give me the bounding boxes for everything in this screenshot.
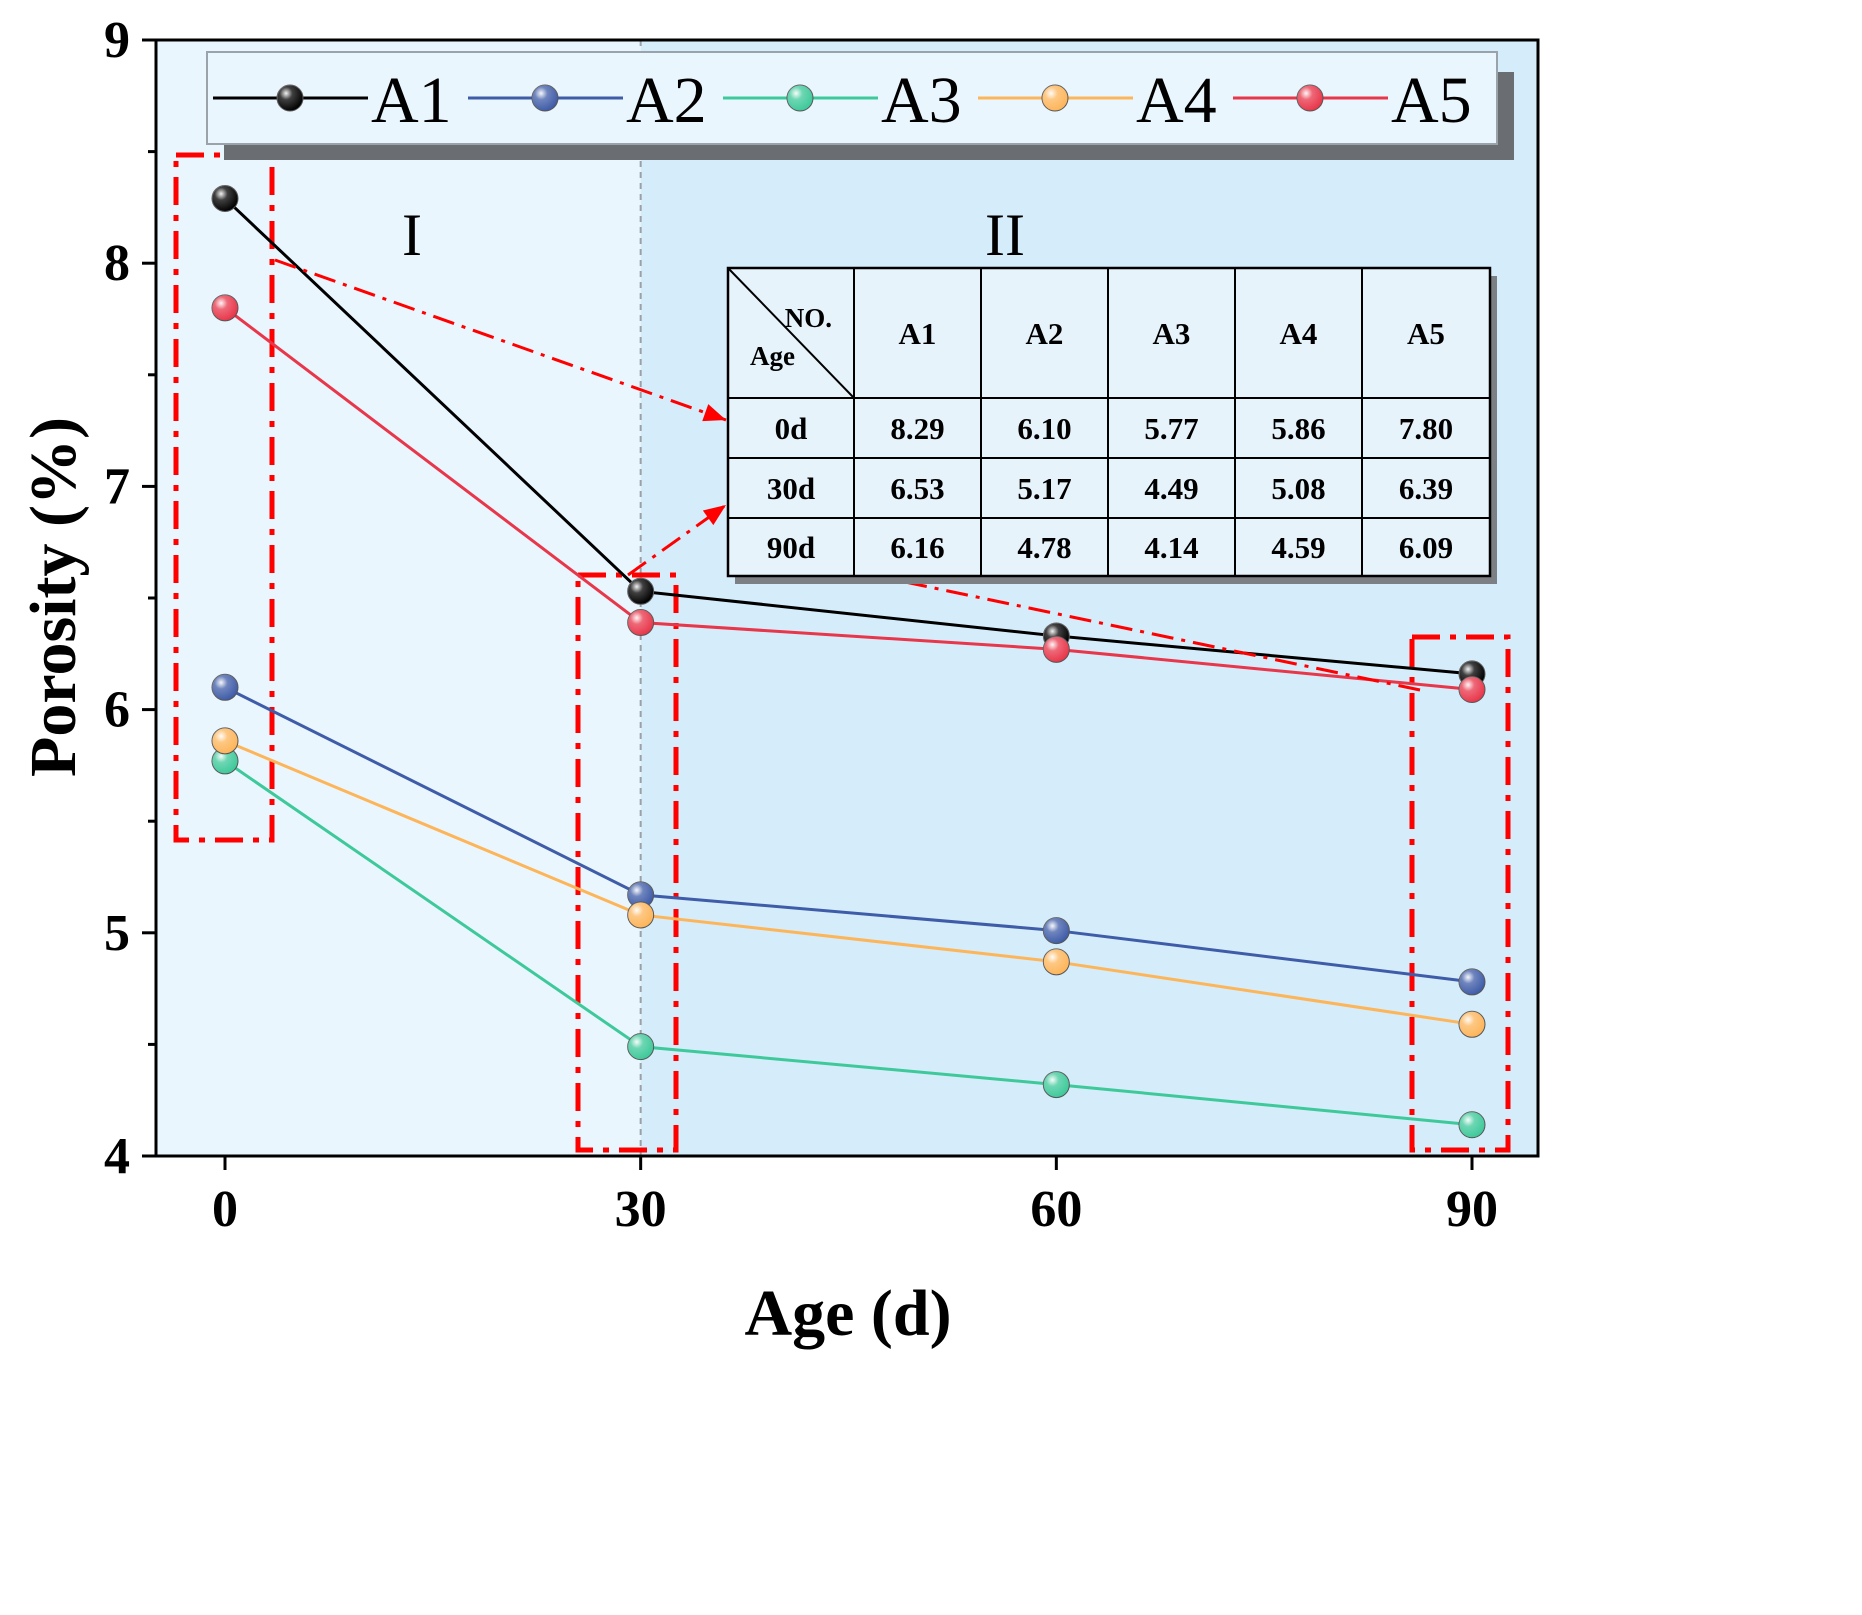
legend-item-a4: A4: [978, 64, 1217, 137]
data-point-a4-30: [627, 901, 655, 929]
x-axis-title: Age (d): [744, 1277, 951, 1350]
data-point-a1-30: [627, 577, 655, 605]
table-cell-0d-a1: 8.29: [890, 411, 944, 446]
table-cell-30d-a5: 6.39: [1399, 471, 1453, 506]
data-point-a5-0: [211, 294, 239, 322]
table-cell-30d-a1: 6.53: [890, 471, 944, 506]
table-cell-0d-a3: 5.77: [1144, 411, 1198, 446]
data-point-a3-0: [211, 747, 239, 775]
table-header-a2: A2: [1026, 316, 1064, 351]
data-point-a4-90: [1458, 1010, 1486, 1038]
table-row-label-90d: 90d: [767, 530, 815, 565]
highlight-boxes: [173, 152, 1511, 1153]
table-cell-30d-a4: 5.08: [1271, 471, 1325, 506]
series-line-a3: [224, 759, 1473, 1127]
legend-label-a3: A3: [881, 64, 962, 137]
data-point-a3-90: [1458, 1111, 1486, 1139]
series-layer: [211, 184, 1486, 1139]
y-tick-label-8: 8: [104, 235, 130, 292]
y-tick-label-4: 4: [104, 1128, 130, 1185]
inset-table: NO. Age A1 A2 A3 A4 A5 0d 8.29 6.10 5.77 5.86 7.80…: [726, 266, 1497, 584]
table-row-label-0d: 0d: [775, 411, 808, 446]
legend-item-a2: A2: [468, 64, 707, 137]
table-header-a1: A1: [899, 316, 937, 351]
table-cell-0d-a4: 5.86: [1271, 411, 1325, 446]
data-point-a3-30: [627, 1033, 655, 1061]
legend-label-a1: A1: [371, 64, 452, 137]
data-point-a4-60: [1042, 948, 1070, 976]
data-point-a5-90: [1458, 676, 1486, 704]
legend-item-a5: A5: [1233, 64, 1472, 137]
legend: A1 A2 A3 A4 A5: [206, 51, 1514, 160]
x-tick-label-90: 90: [1446, 1181, 1498, 1238]
x-tick-label-30: 30: [615, 1181, 667, 1238]
table-cell-0d-a5: 7.80: [1399, 411, 1453, 446]
table-header-a4: A4: [1280, 316, 1318, 351]
table-header-a5: A5: [1407, 316, 1445, 351]
data-point-a2-90: [1458, 968, 1486, 996]
arrow-30d-to-table: [627, 503, 727, 577]
highlight-box-3: [1409, 634, 1511, 1153]
table-corner-top: NO.: [785, 303, 832, 333]
table-corner-bottom: Age: [750, 341, 795, 371]
data-point-a3-60: [1042, 1071, 1070, 1099]
series-line-a4: [224, 739, 1473, 1026]
legend-item-a1: A1: [213, 64, 452, 137]
table-cell-90d-a1: 6.16: [890, 530, 944, 565]
highlight-box-2: [575, 572, 679, 1153]
series-line-a1: [223, 197, 1473, 676]
table-cell-30d-a2: 5.17: [1017, 471, 1071, 506]
highlight-box-1: [173, 152, 275, 843]
x-tick-label-0: 0: [212, 1181, 238, 1238]
x-tick-label-60: 60: [1030, 1181, 1082, 1238]
axes: 0 30 60 90 4 5 6 7 8 9: [104, 12, 1540, 1238]
y-tick-label-7: 7: [104, 458, 130, 515]
legend-label-a2: A2: [626, 64, 707, 137]
data-point-a5-30: [627, 609, 655, 637]
table-cell-0d-a2: 6.10: [1017, 411, 1071, 446]
table-header-a3: A3: [1153, 316, 1191, 351]
series-line-a5: [224, 306, 1473, 692]
table-row-label-30d: 30d: [767, 471, 815, 506]
legend-label-a5: A5: [1391, 64, 1472, 137]
y-tick-label-5: 5: [104, 905, 130, 962]
data-point-a4-0: [211, 727, 239, 755]
table-corner-diagonal: [727, 267, 855, 399]
legend-item-a3: A3: [723, 64, 962, 137]
data-point-a2-60: [1042, 917, 1070, 945]
legend-label-a4: A4: [1136, 64, 1217, 137]
region-i-label: I: [402, 202, 422, 268]
table-cell-90d-a2: 4.78: [1017, 530, 1071, 565]
y-axis-title: Porosity (%): [17, 417, 90, 777]
table-cell-90d-a3: 4.14: [1144, 530, 1198, 565]
series-line-a2: [224, 685, 1473, 984]
arrow-0d-to-table: [274, 258, 727, 422]
region-ii-label: II: [985, 202, 1025, 268]
table-cell-30d-a3: 4.49: [1144, 471, 1198, 506]
y-tick-label-6: 6: [104, 682, 130, 739]
data-point-a1-0: [211, 184, 239, 212]
table-cell-90d-a5: 6.09: [1399, 530, 1453, 565]
region-ii-background: [640, 40, 1538, 1156]
table-cell-90d-a4: 4.59: [1271, 530, 1325, 565]
region-i-background: [156, 40, 641, 1156]
data-point-a2-0: [211, 673, 239, 701]
y-tick-label-9: 9: [104, 12, 130, 69]
data-point-a5-60: [1042, 635, 1070, 663]
